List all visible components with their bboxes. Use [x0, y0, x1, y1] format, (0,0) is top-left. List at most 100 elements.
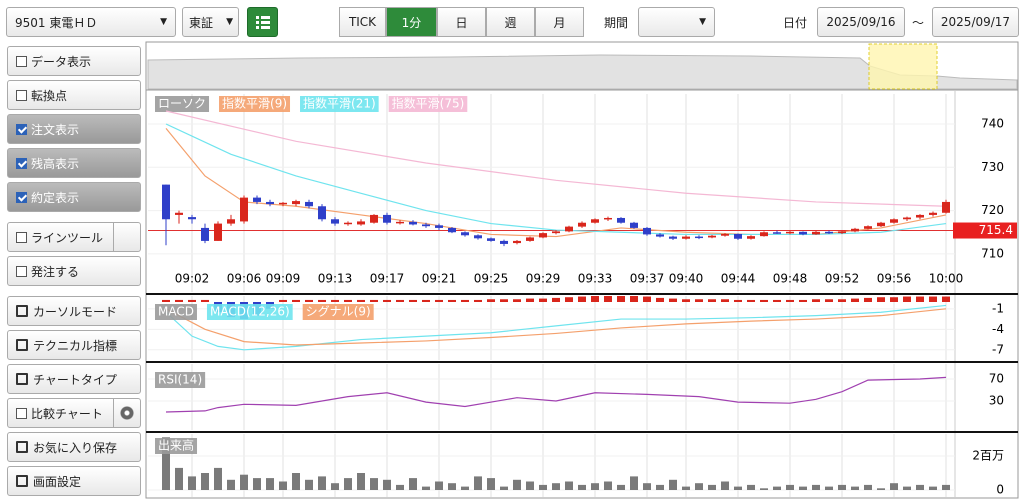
- symbol-select[interactable]: 9501 東電ＨＤ ▼: [6, 7, 176, 37]
- legend-chip: [155, 438, 198, 454]
- candle-body: [656, 234, 664, 237]
- caret: ▼: [699, 17, 706, 27]
- market-select[interactable]: 東証 ▼: [182, 7, 239, 37]
- histogram-bar: [396, 299, 404, 302]
- x-tick-label: 09:29: [526, 272, 561, 286]
- candle-body: [253, 197, 261, 202]
- candle-body: [201, 227, 209, 241]
- label: チャートタイプ: [33, 372, 117, 387]
- histogram-bar: [435, 299, 443, 302]
- sidebar-button[interactable]: 転換点: [7, 80, 141, 110]
- legend-label: ローソク: [158, 97, 206, 111]
- price-label: 715.4: [979, 223, 1013, 237]
- sidebar-button[interactable]: 比較チャート: [7, 398, 141, 428]
- label: 注文表示: [31, 122, 80, 137]
- histogram-bar: [721, 299, 729, 302]
- x-tick-label: 09:25: [474, 272, 509, 286]
- histogram-bar: [357, 299, 365, 302]
- volume-bar: [253, 478, 261, 490]
- sidebar-button[interactable]: 約定表示: [7, 182, 141, 212]
- volume-bar: [799, 486, 807, 490]
- legend-label: 出来高: [158, 438, 194, 453]
- candle-body: [916, 214, 924, 218]
- candle-body: [487, 238, 495, 241]
- volume-bar: [474, 476, 482, 490]
- histogram-bar: [617, 296, 625, 302]
- candle-body: [799, 231, 807, 235]
- histogram-bar: [929, 296, 937, 302]
- candle-body: [773, 232, 781, 234]
- volume-bar: [825, 486, 833, 490]
- caret: ▼: [160, 17, 167, 27]
- settings[interactable]: [113, 399, 140, 427]
- volume-bar: [240, 474, 248, 490]
- histogram-bar: [656, 297, 664, 302]
- label: 発注する: [31, 264, 80, 279]
- tab[interactable]: 月: [535, 7, 584, 37]
- checkbox: [16, 407, 27, 419]
- candle-body: [734, 233, 742, 239]
- volume-bar: [838, 484, 846, 490]
- sidebar-button[interactable]: お気に入り保存: [7, 432, 141, 462]
- tab[interactable]: 1分: [386, 7, 437, 37]
- histogram-bar: [942, 296, 950, 302]
- volume-bar: [786, 484, 794, 490]
- tab[interactable]: TICK: [339, 7, 386, 37]
- sidebar-button[interactable]: データ表示: [7, 46, 141, 76]
- tab[interactable]: 週: [486, 7, 535, 37]
- candle-body: [747, 236, 755, 239]
- volume-bar: [760, 488, 768, 490]
- sidebar-button[interactable]: 注文表示: [7, 114, 141, 144]
- period-select[interactable]: ▼: [638, 7, 715, 37]
- dropdown[interactable]: [113, 223, 140, 251]
- volume-bar: [578, 484, 586, 490]
- checkbox: [16, 231, 27, 243]
- sidebar-button[interactable]: 画面設定: [7, 466, 141, 496]
- overview-range[interactable]: [868, 43, 938, 90]
- label: テクニカル指標: [33, 338, 118, 353]
- histogram-bar: [162, 299, 170, 302]
- label: 画面設定: [33, 474, 82, 489]
- legend-chip: [300, 96, 379, 112]
- candle-body: [565, 226, 573, 232]
- histogram-bar: [409, 299, 417, 302]
- histogram-bar: [201, 299, 209, 302]
- label: データ表示: [31, 54, 92, 69]
- x-tick-label: 09:48: [773, 272, 808, 286]
- sidebar-button[interactable]: ラインツール: [7, 222, 141, 252]
- tab[interactable]: 日: [437, 7, 486, 37]
- sidebar-button[interactable]: カーソルモード: [7, 296, 141, 326]
- sidebar-button[interactable]: 発注する: [7, 256, 141, 286]
- x-tick-label: 09:06: [227, 272, 262, 286]
- legend-chip: [219, 96, 291, 112]
- candle-body: [240, 197, 248, 222]
- legend-label: MACD(12,26): [210, 305, 290, 319]
- volume-bar: [409, 478, 417, 490]
- candle-body: [604, 217, 612, 220]
- sidebar-button[interactable]: テクニカル指標: [7, 330, 141, 360]
- checkbox: [16, 265, 27, 277]
- y-tick-label: -4: [992, 322, 1004, 336]
- legend-chip: [206, 304, 293, 320]
- histogram-bar: [734, 299, 742, 302]
- candle-body: [526, 237, 534, 241]
- candle-body: [331, 219, 339, 224]
- legend-label: シグナル(9): [306, 305, 371, 319]
- list-button[interactable]: [247, 7, 278, 37]
- volume-bar: [916, 484, 924, 490]
- volume-bar: [773, 486, 781, 490]
- legend-label: MACD: [158, 305, 194, 319]
- date-from[interactable]: 2025/09/16: [817, 7, 905, 37]
- icon: [16, 339, 28, 351]
- sidebar-button[interactable]: チャートタイプ: [7, 364, 141, 394]
- date-to[interactable]: 2025/09/17: [932, 7, 1019, 37]
- candle-body: [578, 222, 586, 227]
- candle-body: [305, 201, 313, 207]
- histogram-bar: [604, 296, 612, 302]
- volume-bar: [175, 467, 183, 490]
- candle-body: [292, 201, 300, 205]
- symbol: 9501 東電ＨＤ: [15, 15, 98, 30]
- sidebar-button[interactable]: 残高表示: [7, 148, 141, 178]
- volume-bar: [552, 483, 560, 490]
- histogram-bar: [591, 296, 599, 302]
